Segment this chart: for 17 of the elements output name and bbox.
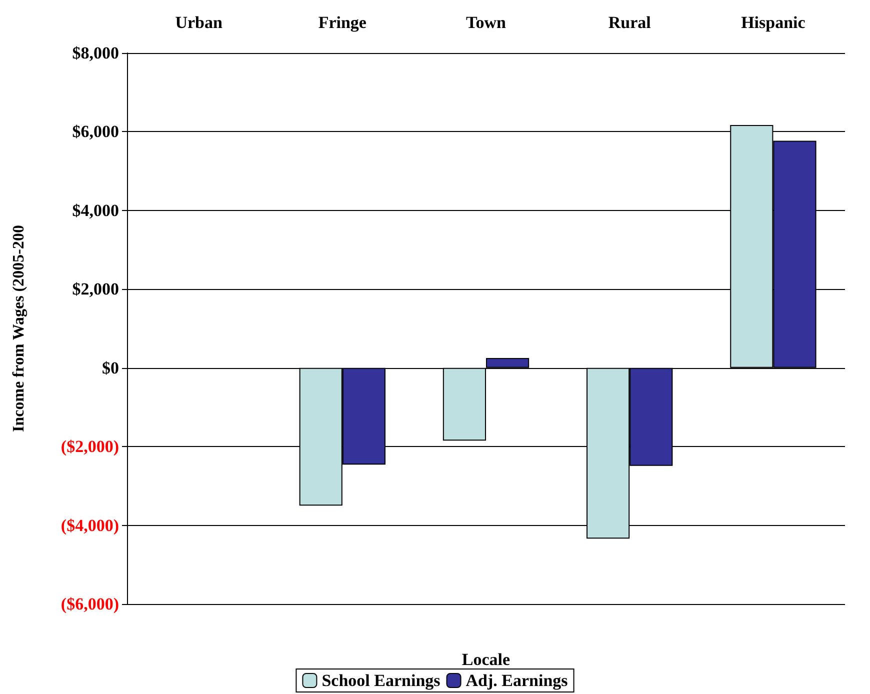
y-tick-label: ($6,000) [60,594,119,614]
y-tick-label: $8,000 [72,44,119,62]
x-tick-label: Hispanic [741,13,806,32]
y-tick-label: ($4,000) [60,516,119,535]
y-tick-label: $2,000 [72,280,119,299]
y-tick-label: $4,000 [72,200,119,220]
x-tick-label: Urban [175,13,223,32]
legend-label: School Earnings [322,671,441,690]
x-tick-label: Town [466,13,507,32]
legend-label: Adj. Earnings [466,671,568,690]
x-axis-title: Locale [462,650,511,669]
y-tick-label: $0 [102,358,119,378]
x-tick-label: Fringe [318,13,367,32]
y-axis-title: Income from Wages (2005-200 [10,225,28,432]
y-tick-label: $6,000 [72,122,119,142]
x-tick-label: Rural [608,13,652,32]
y-tick-label: ($2,000) [60,437,119,456]
